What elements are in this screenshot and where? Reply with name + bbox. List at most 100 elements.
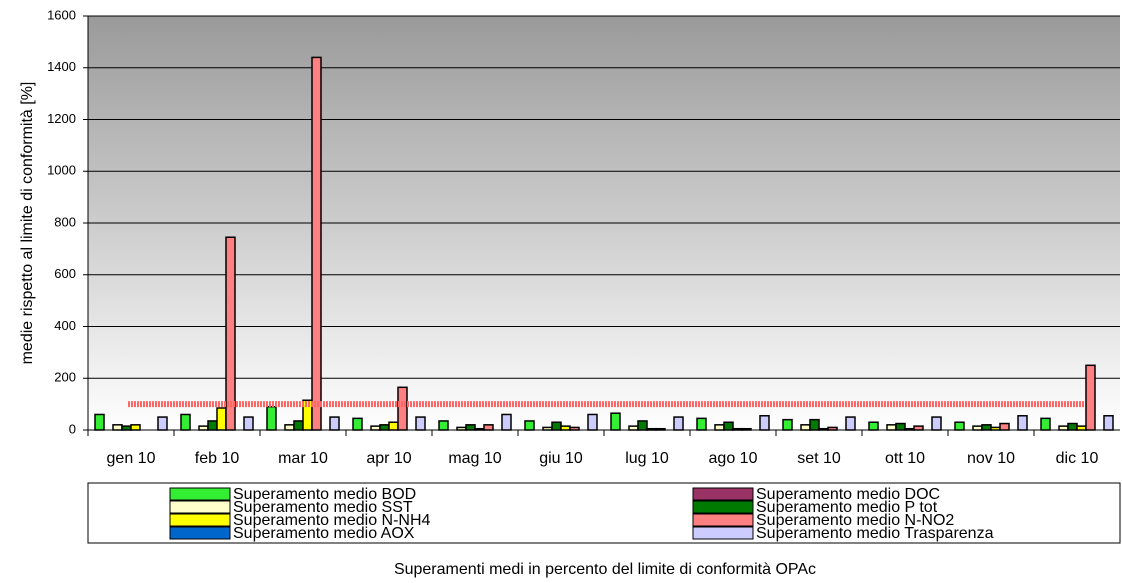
legend-label: Superamento medio AOX xyxy=(233,525,415,542)
bar xyxy=(999,422,1010,431)
bar xyxy=(972,425,983,431)
legend-label: Superamento medio P tot xyxy=(756,499,938,516)
x-axis-label: Superamenti medi in percento del limite … xyxy=(394,561,816,578)
bar xyxy=(157,416,168,431)
bar xyxy=(1085,364,1096,431)
bar xyxy=(483,424,494,431)
bar xyxy=(723,421,734,431)
legend-label: Superamento medio DOC xyxy=(756,486,940,503)
x-tick-label: giu 10 xyxy=(539,450,583,467)
bar xyxy=(560,425,571,431)
x-tick-label: feb 10 xyxy=(195,450,240,467)
y-tick-label: 1600 xyxy=(47,7,76,22)
bar xyxy=(207,420,218,431)
bar xyxy=(415,416,426,431)
x-tick-label: gen 10 xyxy=(107,450,156,467)
legend-swatch xyxy=(169,526,231,540)
bar xyxy=(1017,415,1028,431)
x-tick-label: mag 10 xyxy=(448,450,501,467)
y-tick-label: 800 xyxy=(54,214,76,229)
legend-swatch xyxy=(692,513,754,527)
bar xyxy=(112,424,123,431)
bar xyxy=(587,413,598,431)
bar xyxy=(379,424,390,431)
bar xyxy=(782,418,793,431)
y-tick-label: 1400 xyxy=(47,59,76,74)
bar xyxy=(130,424,141,431)
bar xyxy=(216,407,227,431)
legend-swatch xyxy=(692,487,754,501)
bar xyxy=(1076,425,1087,431)
bar xyxy=(1040,417,1051,431)
legend-label: Superamento medio N-NH4 xyxy=(233,512,431,529)
bar xyxy=(868,421,879,431)
x-tick-label: ago 10 xyxy=(709,450,758,467)
x-tick-label: set 10 xyxy=(797,450,841,467)
legend-swatch xyxy=(169,500,231,514)
legend-swatch xyxy=(692,500,754,514)
bar xyxy=(284,424,295,431)
bar xyxy=(438,420,449,431)
bar xyxy=(913,425,924,431)
legend-swatch xyxy=(169,487,231,501)
bar xyxy=(180,413,191,431)
bar xyxy=(293,420,304,431)
bar xyxy=(931,416,942,431)
bar xyxy=(610,412,621,431)
bar xyxy=(243,416,254,431)
y-tick-label: 1200 xyxy=(47,111,76,126)
x-tick-label: dic 10 xyxy=(1056,450,1099,467)
bar xyxy=(311,56,322,431)
y-tick-label: 400 xyxy=(54,318,76,333)
legend-box xyxy=(87,482,1121,544)
bar xyxy=(501,413,512,431)
legend-swatch xyxy=(692,526,754,540)
x-tick-label: lug 10 xyxy=(625,450,669,467)
bar xyxy=(1067,422,1078,431)
bar xyxy=(388,421,399,431)
bar xyxy=(673,416,684,431)
y-axis-label: medie rispetto al limite di conformità [… xyxy=(19,82,36,365)
bar xyxy=(886,424,897,431)
bar xyxy=(370,425,381,431)
bar xyxy=(266,405,277,431)
bar xyxy=(696,417,707,431)
bar xyxy=(524,420,535,431)
bar xyxy=(895,422,906,431)
bar xyxy=(714,424,725,431)
bar xyxy=(198,425,209,431)
x-tick-label: ott 10 xyxy=(885,450,925,467)
bar xyxy=(809,418,820,431)
y-tick-label: 1000 xyxy=(47,163,76,178)
bar xyxy=(628,425,639,431)
legend-label: Superamento medio SST xyxy=(233,499,413,516)
bar xyxy=(121,425,132,431)
bar xyxy=(1058,425,1069,431)
legend-swatch xyxy=(169,513,231,527)
bar xyxy=(954,421,965,431)
bar xyxy=(981,424,992,431)
bar xyxy=(225,236,236,431)
bar xyxy=(1103,415,1114,431)
x-tick-label: apr 10 xyxy=(366,450,411,467)
bar xyxy=(637,420,648,431)
bar xyxy=(94,413,105,431)
bar xyxy=(465,424,476,431)
bar xyxy=(302,399,313,431)
y-tick-label: 600 xyxy=(54,266,76,281)
legend: Superamento medio BOD Superamento medio D… xyxy=(169,486,994,542)
bar xyxy=(759,415,770,431)
y-tick-label: 200 xyxy=(54,370,76,385)
legend-label: Superamento medio Trasparenza xyxy=(756,525,994,542)
bar xyxy=(800,424,811,431)
y-tick-label: 0 xyxy=(69,421,76,436)
bar xyxy=(845,416,856,431)
x-tick-label: nov 10 xyxy=(967,450,1015,467)
bar xyxy=(551,421,562,431)
legend-label: Superamento medio N-NO2 xyxy=(756,512,954,529)
legend-label: Superamento medio BOD xyxy=(233,486,416,503)
bar xyxy=(329,416,340,431)
bar xyxy=(352,417,363,431)
bar xyxy=(397,386,408,431)
